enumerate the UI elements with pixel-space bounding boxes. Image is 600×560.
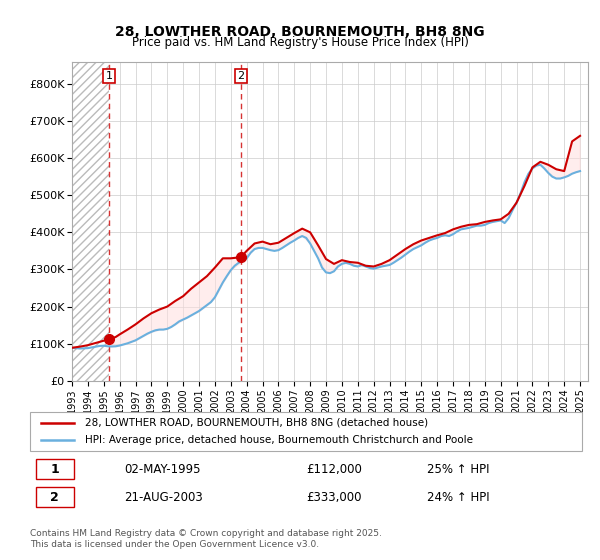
Text: 28, LOWTHER ROAD, BOURNEMOUTH, BH8 8NG (detached house): 28, LOWTHER ROAD, BOURNEMOUTH, BH8 8NG (… — [85, 418, 428, 428]
Text: 1: 1 — [106, 71, 112, 81]
Text: 21-AUG-2003: 21-AUG-2003 — [124, 491, 203, 504]
Text: 2: 2 — [50, 491, 59, 504]
FancyBboxPatch shape — [35, 459, 74, 479]
Text: 1: 1 — [50, 463, 59, 476]
Text: Price paid vs. HM Land Registry's House Price Index (HPI): Price paid vs. HM Land Registry's House … — [131, 36, 469, 49]
Text: Contains HM Land Registry data © Crown copyright and database right 2025.
This d: Contains HM Land Registry data © Crown c… — [30, 529, 382, 549]
Polygon shape — [72, 62, 109, 381]
Text: 02-MAY-1995: 02-MAY-1995 — [124, 463, 200, 476]
Text: 25% ↑ HPI: 25% ↑ HPI — [427, 463, 490, 476]
FancyBboxPatch shape — [30, 412, 582, 451]
Text: HPI: Average price, detached house, Bournemouth Christchurch and Poole: HPI: Average price, detached house, Bour… — [85, 435, 473, 445]
Text: 24% ↑ HPI: 24% ↑ HPI — [427, 491, 490, 504]
FancyBboxPatch shape — [35, 487, 74, 507]
Text: 2: 2 — [237, 71, 244, 81]
Text: £333,000: £333,000 — [306, 491, 361, 504]
Text: 28, LOWTHER ROAD, BOURNEMOUTH, BH8 8NG: 28, LOWTHER ROAD, BOURNEMOUTH, BH8 8NG — [115, 25, 485, 39]
Text: £112,000: £112,000 — [306, 463, 362, 476]
